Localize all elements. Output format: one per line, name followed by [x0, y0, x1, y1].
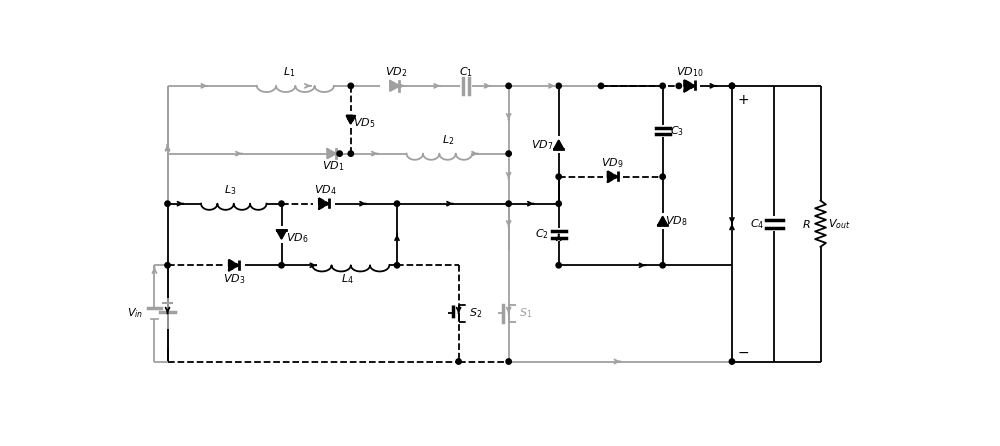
- Circle shape: [337, 151, 342, 156]
- Polygon shape: [684, 80, 695, 92]
- Polygon shape: [327, 149, 336, 158]
- Text: $VD_7$: $VD_7$: [531, 138, 553, 152]
- Text: $L_4$: $L_4$: [341, 272, 353, 286]
- Circle shape: [348, 83, 353, 89]
- Circle shape: [165, 201, 170, 206]
- Polygon shape: [658, 217, 667, 225]
- Polygon shape: [319, 198, 329, 209]
- Text: $V_{in}$: $V_{in}$: [127, 306, 143, 320]
- Polygon shape: [554, 140, 563, 149]
- Text: $C_3$: $C_3$: [670, 124, 684, 138]
- Text: $VD_1$: $VD_1$: [322, 159, 344, 173]
- Circle shape: [729, 83, 735, 89]
- Circle shape: [348, 151, 353, 156]
- Circle shape: [506, 83, 511, 89]
- Text: $C_4$: $C_4$: [750, 217, 765, 231]
- Polygon shape: [608, 171, 618, 182]
- Polygon shape: [390, 81, 399, 91]
- Circle shape: [660, 83, 665, 89]
- Text: $L_2$: $L_2$: [442, 133, 455, 147]
- Text: $VD_6$: $VD_6$: [286, 231, 308, 245]
- Text: $VD_9$: $VD_9$: [601, 156, 624, 170]
- Circle shape: [729, 83, 735, 89]
- Circle shape: [394, 201, 400, 206]
- Polygon shape: [277, 230, 286, 239]
- Polygon shape: [346, 116, 355, 124]
- Text: $S_1$: $S_1$: [519, 306, 532, 320]
- Circle shape: [394, 263, 400, 268]
- Text: $VD_{10}$: $VD_{10}$: [676, 65, 703, 79]
- Text: $C_2$: $C_2$: [535, 227, 549, 241]
- Polygon shape: [229, 260, 239, 271]
- Text: $-$: $-$: [737, 345, 749, 359]
- Circle shape: [279, 201, 284, 206]
- Text: $VD_2$: $VD_2$: [385, 65, 407, 79]
- Circle shape: [279, 263, 284, 268]
- Circle shape: [676, 83, 682, 89]
- Text: $VD_4$: $VD_4$: [314, 183, 337, 197]
- Circle shape: [456, 359, 461, 364]
- Circle shape: [729, 359, 735, 364]
- Circle shape: [556, 174, 561, 179]
- Circle shape: [660, 263, 665, 268]
- Circle shape: [165, 263, 170, 268]
- Circle shape: [506, 201, 511, 206]
- Text: $R$: $R$: [802, 218, 811, 230]
- Circle shape: [660, 174, 665, 179]
- Text: $VD_8$: $VD_8$: [665, 214, 688, 228]
- Text: $VD_3$: $VD_3$: [223, 272, 245, 286]
- Circle shape: [556, 83, 561, 89]
- Circle shape: [506, 151, 511, 156]
- Text: $V_{out}$: $V_{out}$: [828, 217, 851, 231]
- Circle shape: [556, 201, 561, 206]
- Text: $C_1$: $C_1$: [459, 65, 473, 79]
- Circle shape: [556, 263, 561, 268]
- Text: $S_2$: $S_2$: [469, 306, 482, 320]
- Circle shape: [506, 359, 511, 364]
- Text: $VD_5$: $VD_5$: [353, 117, 376, 131]
- Text: $L_1$: $L_1$: [283, 65, 295, 79]
- Circle shape: [598, 83, 604, 89]
- Text: $+$: $+$: [737, 93, 749, 107]
- Text: $L_3$: $L_3$: [224, 183, 236, 197]
